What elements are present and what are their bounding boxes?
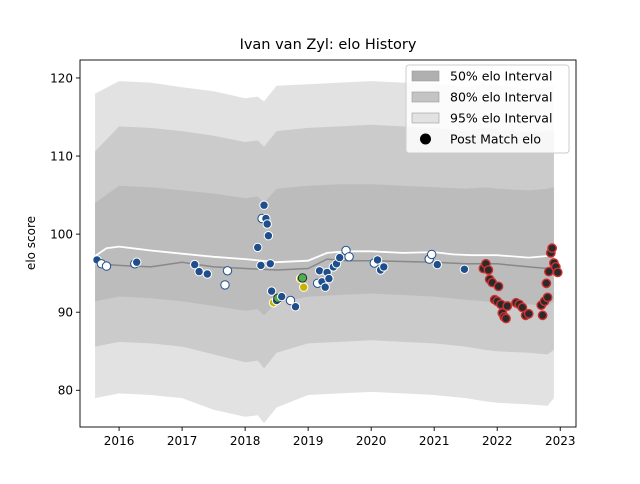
band-50-interval: [95, 184, 554, 316]
post-match-elo-point: [266, 286, 277, 296]
legend-label: Post Match elo: [450, 132, 541, 147]
post-match-elo-point: [502, 301, 513, 311]
post-match-elo-point: [285, 295, 296, 306]
x-tick-label: 2019: [293, 434, 324, 448]
post-match-elo-point: [379, 262, 389, 272]
x-tick-label: 2022: [482, 434, 513, 448]
y-tick-label: 80: [58, 384, 73, 398]
post-match-elo-point: [542, 292, 553, 303]
post-match-elo-point: [194, 266, 204, 277]
x-tick-label: 2018: [230, 434, 261, 448]
legend-label: 95% elo Interval: [450, 111, 552, 126]
post-match-elo-point: [501, 313, 511, 324]
x-tick-label: 2023: [545, 434, 576, 448]
post-match-elo-point: [320, 282, 330, 292]
post-match-elo-point: [259, 200, 269, 210]
post-match-elo-point: [190, 259, 200, 270]
post-match-elo-point: [290, 302, 301, 312]
legend-swatch: [411, 112, 440, 124]
post-match-elo-point: [314, 266, 325, 276]
y-tick-label: 100: [50, 227, 73, 241]
post-match-elo-point: [537, 310, 548, 321]
post-match-elo-point: [262, 219, 272, 229]
y-axis-label: elo score: [24, 216, 38, 270]
legend-box: [405, 64, 570, 154]
post-match-elo-point: [263, 231, 274, 241]
post-match-elo-point: [132, 257, 142, 267]
post-match-elo-point: [483, 265, 494, 275]
legend-swatch: [411, 91, 440, 103]
post-match-elo-point: [427, 249, 437, 260]
post-match-elo-point: [277, 291, 287, 302]
legend-label: 80% elo Interval: [450, 90, 552, 105]
post-match-elo-point: [344, 252, 354, 262]
y-tick-label: 90: [58, 306, 73, 320]
post-match-elo-point: [202, 269, 213, 279]
post-match-elo-point: [432, 259, 442, 270]
post-match-elo-point: [335, 252, 345, 263]
post-match-elo-point: [265, 259, 275, 269]
legend-swatch: [411, 70, 440, 82]
mean-elo-line: [94, 245, 555, 264]
x-tick-label: 2021: [419, 434, 450, 448]
post-match-elo-point: [552, 267, 563, 278]
x-tick-label: 2020: [356, 434, 387, 448]
post-match-elo-point: [253, 242, 263, 253]
legend-label: 50% elo Interval: [450, 69, 552, 84]
axes: 2016 2017 2018 2019 2020 2021 2022 2023 80 90 100 1…: [50, 59, 577, 448]
y-tick-label: 120: [50, 71, 73, 85]
post-match-elo-point: [299, 282, 309, 292]
post-match-elo-point: [222, 266, 233, 276]
post-match-elo-point: [547, 243, 557, 254]
legend-marker: [420, 133, 431, 145]
legend: 50% elo Interval 80% elo Interval 95% elo …: [405, 64, 570, 154]
post-match-elo-point: [297, 273, 308, 283]
x-tick-label: 2016: [104, 434, 135, 448]
x-tick-label: 2017: [167, 434, 198, 448]
post-match-elo-point: [541, 278, 552, 289]
post-match-elo-point: [101, 261, 112, 271]
post-match-elo-point: [459, 264, 470, 274]
post-match-elo-point: [220, 280, 230, 290]
post-match-elo-point: [372, 255, 383, 265]
post-match-elo-point: [523, 308, 534, 319]
post-match-elo-point: [493, 281, 504, 292]
plot-area: [92, 81, 563, 424]
post-match-elo-point: [324, 273, 334, 284]
post-match-elo-point: [256, 260, 266, 271]
chart-title: Ivan van Zyl: elo History: [240, 37, 417, 53]
y-tick-label: 110: [50, 149, 73, 163]
plot-frame: [79, 59, 577, 428]
